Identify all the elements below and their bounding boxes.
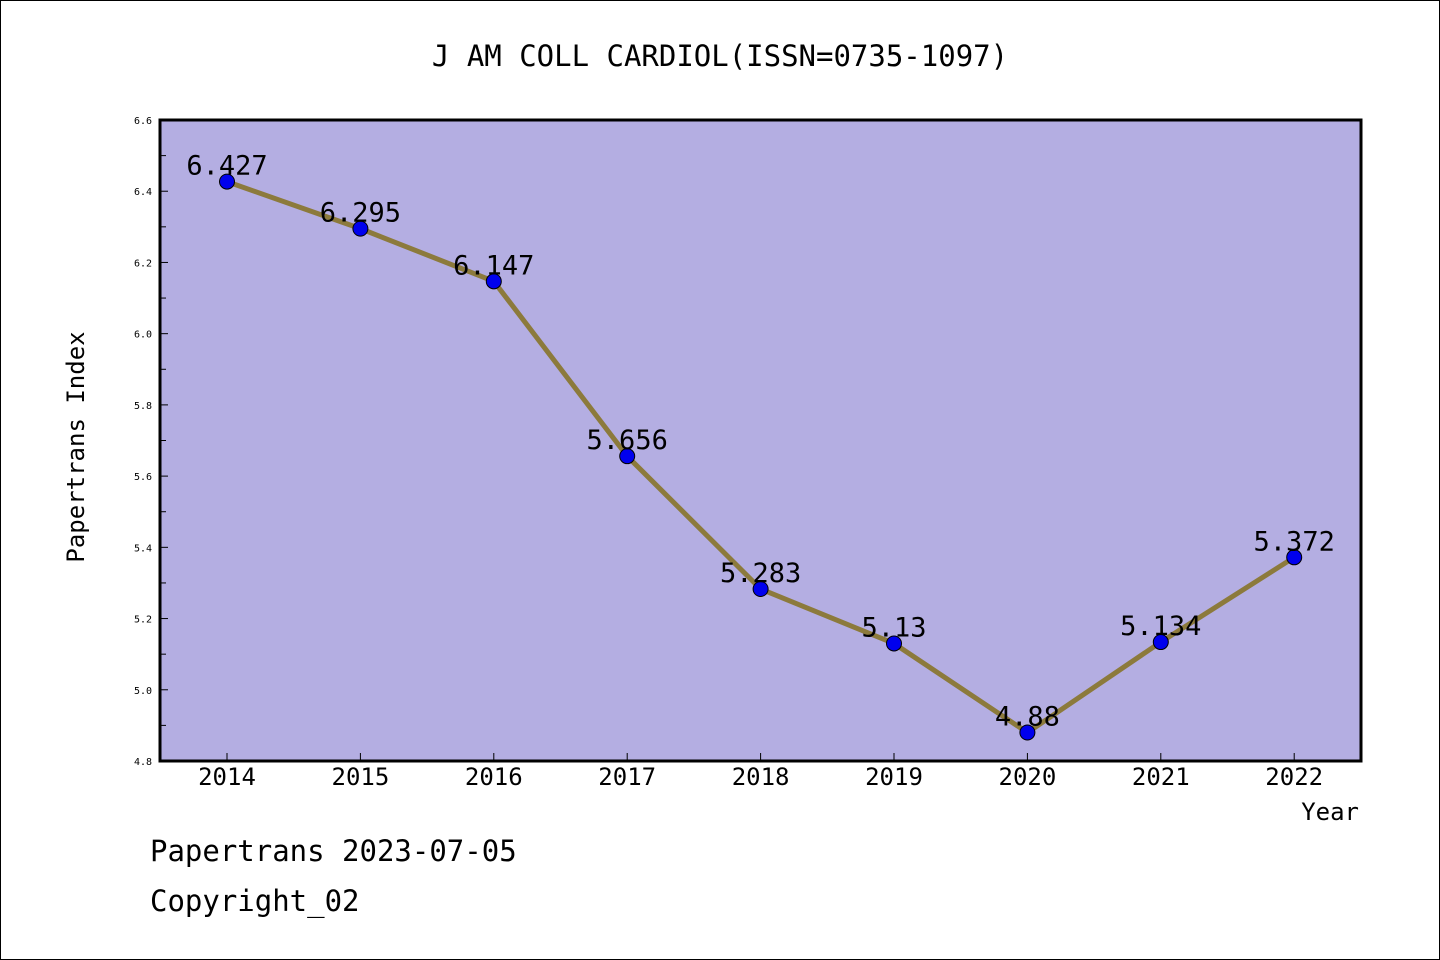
data-label: 5.656 — [587, 425, 668, 456]
y-tick-label: 6.4 — [134, 187, 152, 198]
x-tick-label: 2015 — [332, 763, 390, 791]
x-tick-label: 2017 — [598, 763, 656, 791]
y-tick-label: 6.0 — [134, 330, 152, 341]
data-label: 5.283 — [720, 558, 801, 589]
data-labels: 6.427 6.295 6.147 5.656 5.283 5.13 4.88 5.134 5.… — [186, 151, 1334, 733]
data-label: 6.147 — [453, 250, 534, 281]
data-point — [752, 580, 769, 597]
y-tick-label: 5.2 — [134, 615, 152, 626]
data-point — [1152, 634, 1169, 651]
y-tick-label: 5.4 — [134, 543, 152, 554]
data-label: 6.295 — [320, 198, 401, 229]
data-label: 5.134 — [1120, 611, 1201, 642]
data-point — [1286, 549, 1303, 566]
y-tick-label: 4.8 — [134, 757, 152, 768]
x-tick-label: 2014 — [198, 763, 256, 791]
x-tick-label: 2022 — [1265, 763, 1323, 791]
data-label: 6.427 — [186, 151, 267, 182]
y-axis-label: Papertrans Index — [62, 331, 90, 562]
data-point — [886, 635, 902, 652]
x-tick-label: 2021 — [1132, 763, 1190, 791]
y-tick-label: 5.8 — [134, 401, 152, 412]
data-label: 5.372 — [1254, 526, 1335, 557]
data-point — [485, 273, 502, 290]
footer-date: Papertrans 2023-07-05 — [150, 834, 517, 868]
chart-title: J AM COLL CARDIOL(ISSN=0735-1097) — [432, 39, 1008, 73]
series-papertrans-index — [219, 173, 1303, 741]
y-tick-label: 5.0 — [134, 686, 152, 697]
x-tick-label: 2020 — [999, 763, 1057, 791]
x-axis: 2014 2015 2016 2017 2018 2019 2020 2021 2022 — [198, 753, 1323, 791]
y-tick-label: 6.6 — [134, 116, 152, 127]
data-label: 5.13 — [861, 612, 926, 643]
y-tick-label: 5.6 — [134, 472, 152, 483]
data-point — [619, 448, 636, 465]
y-axis: 4.8 5.0 5.2 5.4 5.6 5.8 6.0 6.2 6.4 6.6 — [134, 116, 168, 768]
x-tick-label: 2016 — [465, 763, 523, 791]
y-tick-label: 6.2 — [134, 258, 152, 269]
x-axis-label: Year — [1301, 798, 1359, 826]
data-point — [219, 173, 235, 190]
data-point — [352, 220, 369, 237]
data-label: 4.88 — [995, 702, 1060, 733]
x-tick-label: 2018 — [732, 763, 790, 791]
x-tick-label: 2019 — [865, 763, 923, 791]
data-point — [1019, 724, 1036, 741]
footer-copyright: Copyright_02 — [150, 884, 360, 918]
